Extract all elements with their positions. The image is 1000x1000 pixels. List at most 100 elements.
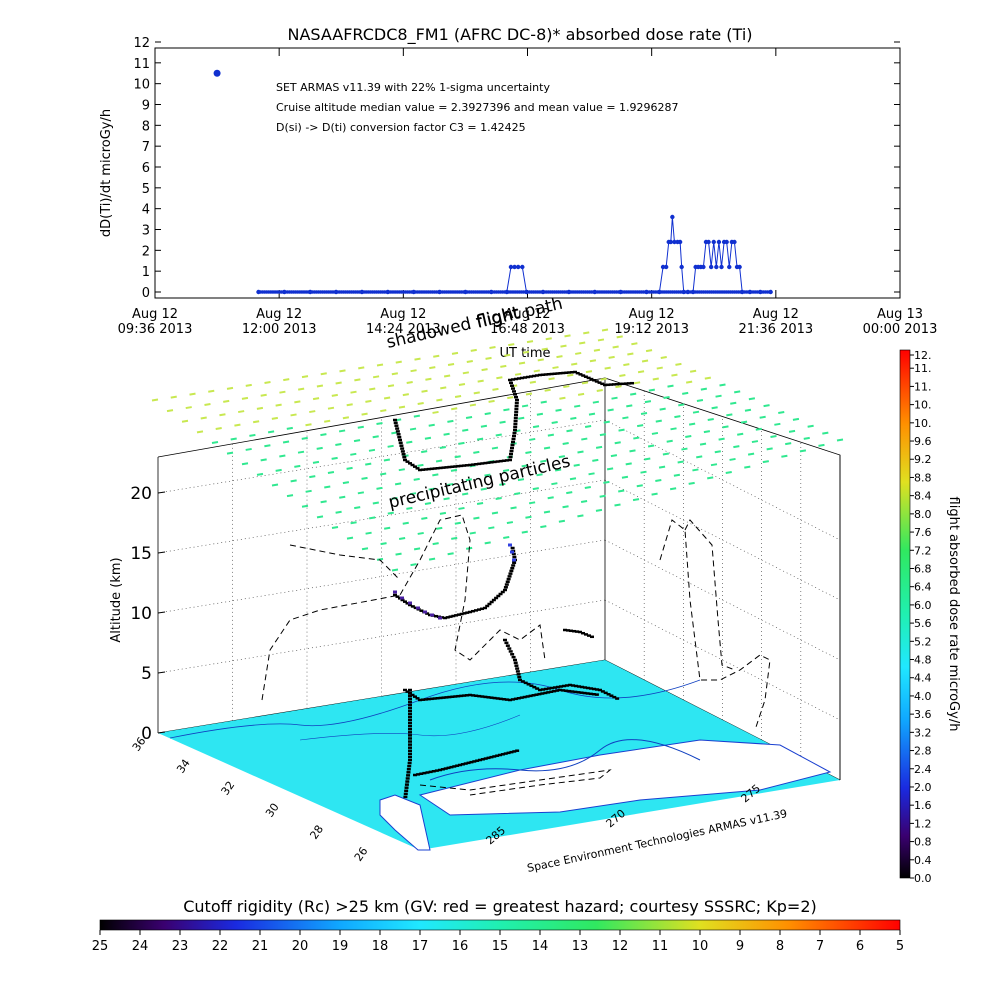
rigidity-colorbar-tick-label: 22 bbox=[212, 939, 229, 954]
precip-mark bbox=[529, 380, 537, 384]
rigidity-colorbar-tick-label: 9 bbox=[736, 939, 744, 954]
data-point bbox=[524, 289, 529, 295]
precip-mark bbox=[536, 412, 544, 416]
precip-mark bbox=[495, 433, 502, 437]
data-point bbox=[566, 289, 572, 295]
precip-mark bbox=[595, 445, 603, 449]
precip-mark bbox=[368, 448, 376, 452]
precip-mark bbox=[518, 361, 526, 365]
precip-mark bbox=[410, 563, 417, 567]
precip-mark bbox=[551, 421, 558, 424]
precip-mark bbox=[669, 487, 677, 491]
precip-mark bbox=[353, 439, 361, 443]
precip-mark bbox=[503, 408, 510, 412]
precip-mark bbox=[488, 526, 495, 530]
precip-mark bbox=[707, 418, 714, 422]
precip-mark bbox=[181, 419, 189, 423]
precip-mark bbox=[271, 416, 279, 420]
precip-mark bbox=[603, 420, 610, 424]
precip-mark bbox=[372, 435, 379, 439]
x-tick-label-date: Aug 12 bbox=[504, 307, 550, 322]
precip-mark bbox=[528, 501, 536, 505]
precip-mark bbox=[655, 478, 662, 482]
precip-mark bbox=[458, 441, 465, 445]
precip-mark bbox=[402, 393, 409, 397]
data-point bbox=[714, 264, 719, 270]
lat-tick-label: 30 bbox=[263, 801, 282, 820]
x-tick-label-time: 19:12 2013 bbox=[614, 322, 689, 337]
precip-mark bbox=[413, 414, 421, 418]
precip-mark bbox=[614, 441, 621, 445]
precip-mark bbox=[803, 436, 810, 440]
precip-mark bbox=[241, 462, 249, 466]
precip-mark bbox=[506, 521, 514, 525]
rigidity-colorbar-tick-label: 20 bbox=[292, 939, 309, 954]
dose-colorbar-tick-label: 8.0 bbox=[914, 508, 932, 521]
data-point bbox=[660, 264, 666, 270]
precip-mark bbox=[682, 391, 689, 395]
precip-mark bbox=[461, 492, 469, 496]
precip-mark bbox=[562, 505, 569, 509]
precip-mark bbox=[644, 400, 652, 404]
precip-mark bbox=[573, 463, 580, 467]
dose-colorbar-ramp bbox=[899, 349, 911, 879]
precip-mark bbox=[563, 385, 570, 389]
precip-mark bbox=[484, 473, 491, 477]
precip-mark bbox=[316, 446, 323, 450]
precip-mark bbox=[398, 537, 406, 541]
precip-mark bbox=[383, 526, 391, 530]
precip-mark bbox=[593, 348, 601, 352]
precip-mark bbox=[338, 429, 346, 433]
precip-mark bbox=[432, 542, 439, 546]
precip-mark bbox=[525, 515, 532, 519]
data-point bbox=[732, 239, 737, 245]
precip-mark bbox=[305, 489, 312, 493]
precip-mark bbox=[818, 443, 825, 447]
precip-mark bbox=[581, 381, 589, 385]
rigidity-colorbar-tick-label: 14 bbox=[532, 939, 549, 954]
precip-mark bbox=[294, 464, 301, 468]
data-point bbox=[719, 264, 724, 270]
precip-mark bbox=[606, 467, 614, 471]
precip-mark bbox=[354, 506, 361, 510]
precip-mark bbox=[379, 472, 387, 476]
series-line bbox=[258, 216, 771, 293]
y-tick-label: 5 bbox=[142, 182, 150, 197]
precip-mark bbox=[309, 475, 316, 479]
rigidity-colorbar-ticks: 25 24 23 22 21 20 19 18 17 16 15 14 13 12 11 10 9 8 7 6 5 bbox=[92, 930, 904, 954]
precip-mark bbox=[710, 463, 718, 467]
precip-mark bbox=[659, 407, 666, 411]
precip-mark bbox=[473, 516, 480, 520]
precip-mark bbox=[737, 432, 744, 436]
precip-mark bbox=[200, 416, 207, 420]
precip-mark bbox=[551, 482, 558, 486]
florida-peninsula bbox=[379, 794, 431, 851]
precip-mark bbox=[700, 387, 708, 391]
data-point bbox=[708, 264, 714, 270]
data-point bbox=[504, 289, 510, 295]
dose-colorbar-tick-label: 1.6 bbox=[914, 799, 932, 812]
precip-mark bbox=[626, 404, 633, 408]
precip-mark bbox=[748, 397, 756, 401]
precip-mark bbox=[466, 359, 473, 363]
dose-colorbar-tick-label: 0.8 bbox=[914, 836, 932, 849]
precip-mark bbox=[685, 380, 693, 384]
precip-mark bbox=[600, 377, 607, 381]
precip-mark bbox=[357, 491, 365, 495]
lat-tick-label: 26 bbox=[352, 845, 371, 864]
chart-title: NASAAFRCDC8_FM1 (AFRC DC-8)* absorbed do… bbox=[288, 25, 753, 45]
precip-mark bbox=[532, 425, 540, 429]
data-point bbox=[706, 239, 711, 245]
precip-mark bbox=[443, 432, 450, 436]
precip-mark bbox=[567, 373, 574, 377]
data-point bbox=[515, 264, 521, 270]
precip-mark bbox=[725, 471, 732, 474]
series-points bbox=[256, 214, 773, 295]
data-point bbox=[679, 264, 684, 270]
precip-mark bbox=[339, 369, 346, 373]
rigidity-colorbar-tick-label: 21 bbox=[252, 939, 269, 954]
precip-mark bbox=[645, 349, 653, 353]
dose-colorbar-ticks: 0.0 0.4 0.8 1.2 1.6 2.0 2.4 2.8 3.2 3.6 4.0 4.4 4.8 5… bbox=[910, 349, 932, 885]
precip-mark bbox=[365, 462, 372, 466]
precip-mark bbox=[443, 497, 450, 501]
